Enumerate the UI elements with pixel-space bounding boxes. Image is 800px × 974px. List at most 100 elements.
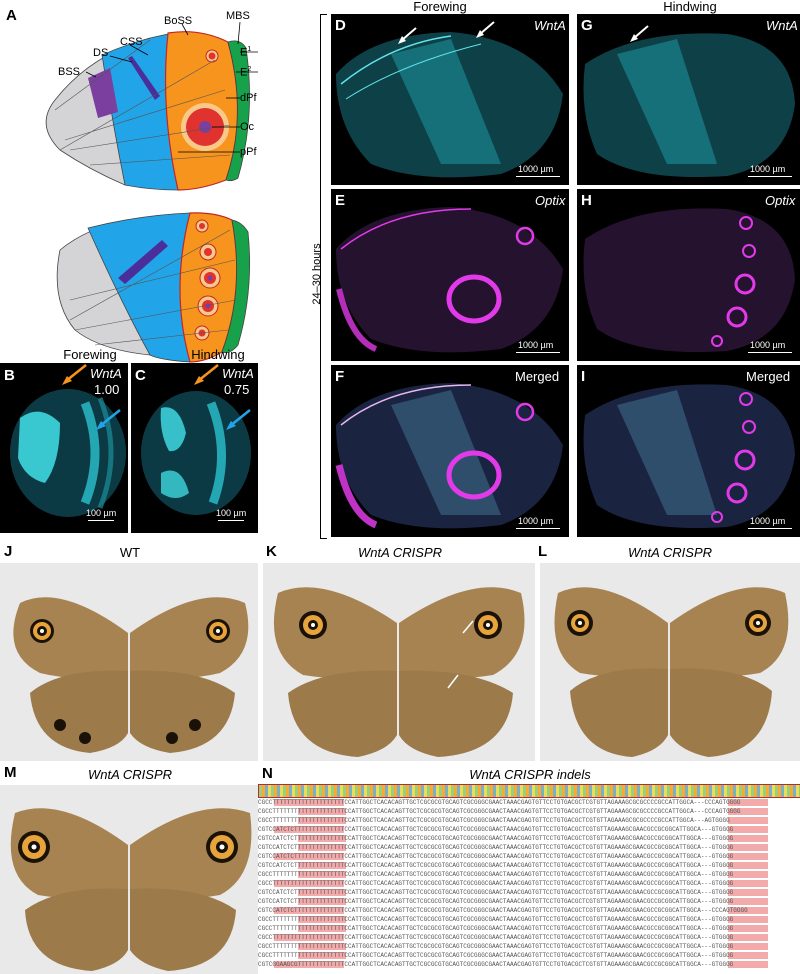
panel-i-scalebar	[748, 528, 792, 529]
hindwing-eyespot-2-core	[204, 248, 212, 256]
label-e1: E1	[240, 46, 251, 59]
caption-hindwing: Hindwing	[663, 0, 717, 14]
panel-g-gene: WntA	[766, 18, 798, 33]
hindwing-ds	[118, 240, 168, 284]
alignment-row-text: CGCCTTTTTTTTTTTTTTTTTTTTCCATTGGCTCACACAG…	[258, 943, 734, 950]
panel-label-d: D	[335, 17, 346, 34]
label-bss: BSS	[58, 66, 81, 78]
deletion-highlight	[274, 853, 344, 860]
panel-f-scale: 1000 µm	[518, 516, 554, 526]
label-ds: DS	[93, 47, 109, 59]
deletion-highlight	[298, 898, 346, 905]
photo-k	[263, 563, 535, 761]
deletion-highlight-right	[728, 799, 768, 806]
panel-g-scalebar	[748, 176, 792, 177]
caption-k: WntA CRISPR	[357, 545, 443, 560]
alignment-row: CGTCCATCTCTTTTTTTTTTTTTTCCATTGGCTCACACAG…	[258, 897, 800, 906]
deletion-highlight	[274, 826, 344, 833]
panel-g-scale: 1000 µm	[750, 164, 786, 174]
alignment-row: CGCCTTTTTTTTTTTTTTTTTTTTCCATTGGCTCACACAG…	[258, 924, 800, 933]
alignment-row: CGCCTTTTTTTTTTTTTTTTTTTTCCATTGGCTCACACAG…	[258, 870, 800, 879]
butterfly-l	[554, 587, 789, 757]
label-e2-text: E	[240, 66, 248, 79]
butterfly-j	[13, 597, 249, 753]
panel-d-image	[331, 14, 569, 185]
deletion-highlight	[298, 844, 346, 851]
deletion-highlight-right	[728, 817, 768, 824]
caption-m: WntA CRISPR	[87, 767, 173, 782]
panel-b-wing	[10, 389, 126, 517]
panel-h-wing	[583, 208, 795, 353]
photo-m	[0, 785, 258, 974]
alignment-row-text: CGTCCATCTCTTTTTTTTTTTTTTCCATTGGCTCACACAG…	[258, 835, 734, 842]
wing-schematic	[45, 21, 258, 363]
panel-c-image	[131, 363, 258, 533]
caption-small-hindwing: Hindwing	[191, 347, 245, 362]
deletion-highlight-right	[728, 925, 768, 932]
panel-h-scalebar	[748, 352, 792, 353]
caption-l: WntA CRISPR	[627, 545, 713, 560]
deletion-highlight-right	[728, 844, 768, 851]
panel-label-k: K	[266, 543, 277, 560]
alignment-row-text: CGCCTTTTTTTTTTTTTTTTTTTTCCATTGGCTCACACAG…	[258, 880, 734, 887]
panel-label-m: M	[4, 764, 17, 781]
panel-d-scalebar	[516, 176, 560, 177]
blue-arrow-icon-c	[226, 409, 251, 430]
hindwing-eyespot-1-core	[199, 223, 205, 229]
alignment-row-text: CGCCTTTTTTTTTTTTTTTTTTTTCCATTGGCTCACACAG…	[258, 925, 734, 932]
alignment-row-text: CGTCCATCTCTTTTTTTTTTTTTTCCATTGGCTCACACAG…	[258, 844, 734, 851]
panel-f-scalebar	[516, 528, 560, 529]
deletion-highlight	[298, 835, 346, 842]
label-e2-sup: 2	[247, 66, 252, 73]
deletion-highlight-right	[728, 880, 768, 887]
panel-b-scalebar	[88, 520, 114, 521]
panel-c-scalebar	[218, 520, 244, 521]
orange-arrow-icon	[62, 364, 87, 385]
panel-f-wing	[335, 383, 563, 529]
deletion-highlight	[274, 880, 344, 887]
panel-d-wing	[336, 32, 563, 178]
label-e1-sup: 1	[247, 46, 252, 53]
alignment-row: CGCCTTTTTTTTTTTTTTTTTTTTCCATTGGCTCACACAG…	[258, 915, 800, 924]
panel-b-image	[0, 363, 128, 533]
deletion-highlight-right	[728, 862, 768, 869]
deletion-highlight-right	[728, 835, 768, 842]
deletion-highlight-right	[728, 934, 768, 941]
panel-f-image	[331, 365, 569, 537]
deletion-highlight	[298, 925, 346, 932]
panel-i-image	[577, 365, 800, 537]
deletion-highlight	[298, 871, 346, 878]
photo-j	[0, 563, 258, 761]
panel-e-wing	[336, 207, 563, 353]
hindwing-green-margin	[221, 219, 251, 354]
deletion-highlight	[274, 934, 344, 941]
alignment-row-text: CGTCCATCTCTTTTTTTTTTTTTTCCATTGGCTCACACAG…	[258, 862, 734, 869]
label-css: CSS	[120, 36, 143, 48]
deletion-highlight-right	[728, 889, 768, 896]
alignment-row: CGCCTTTTTTTTTTTTTTTTTTTTCCATTGGCTCACACAG…	[258, 933, 800, 942]
caption-forewing: Forewing	[413, 0, 467, 14]
label-oc: Oc	[240, 121, 255, 133]
alignment-row: CGTCCATCTCTTTTTTTTTTTTTTCCATTGGCTCACACAG…	[258, 852, 800, 861]
panel-label-b: B	[4, 367, 15, 384]
label-mbs: MBS	[226, 10, 250, 22]
time-label: 24–30 hours	[311, 243, 323, 305]
deletion-highlight	[274, 799, 344, 806]
white-arrow-icon-g	[630, 25, 649, 42]
deletion-highlight	[298, 817, 346, 824]
forewing-oc-pupil	[199, 121, 211, 133]
panel-label-h: H	[581, 192, 592, 209]
photo-l	[540, 563, 800, 761]
alignment-row: CGCCTTTTTTTTTTTTTTTTTTTTCCATTGGCTCACACAG…	[258, 816, 800, 825]
white-arrow-icon-d2	[476, 21, 495, 38]
caption-j: WT	[119, 545, 141, 560]
alignment-row: CGCCTTTTTTTTTTTTTTTTTTTTCCATTGGCTCACACAG…	[258, 879, 800, 888]
panel-h-scale: 1000 µm	[750, 340, 786, 350]
alignment-row-text: CGCCTTTTTTTTTTTTTTTTTTTTCCATTGGCTCACACAG…	[258, 817, 730, 824]
butterfly-m	[10, 808, 252, 971]
alignment-row: CGCCTTTTTTTTTTTTTTTTTTTTCCATTGGCTCACACAG…	[258, 807, 800, 816]
deletion-highlight-right	[728, 943, 768, 950]
alignment-row: CGTCCATCTCTTTTTTTTTTTTTTCCATTGGCTCACACAG…	[258, 825, 800, 834]
caption-n: WntA CRISPR indels	[469, 767, 591, 782]
alignment-row: CGTCCATCTCTTTTTTTTTTTTTTCCATTGGCTCACACAG…	[258, 888, 800, 897]
